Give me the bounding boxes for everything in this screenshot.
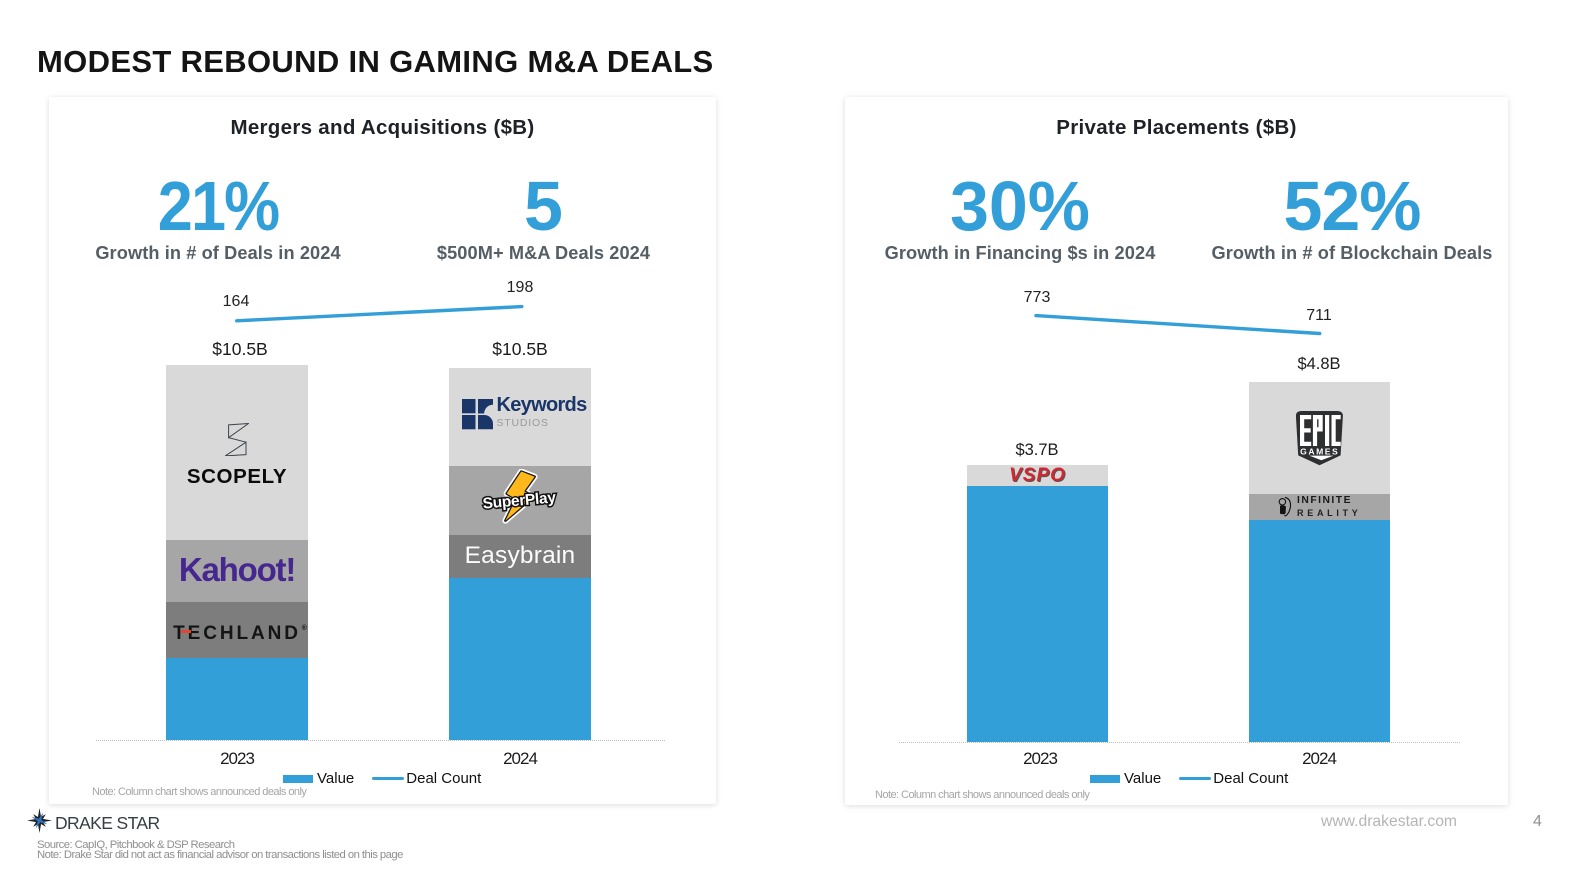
svg-text:SuperPlay: SuperPlay bbox=[482, 490, 557, 513]
svg-text:GAMES: GAMES bbox=[1300, 447, 1339, 456]
